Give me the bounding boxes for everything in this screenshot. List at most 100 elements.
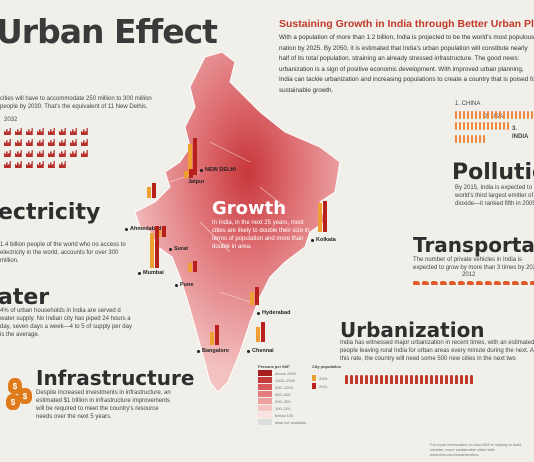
person-icon [425, 375, 428, 384]
car-icon [476, 281, 483, 285]
car-icon [449, 281, 456, 285]
person-icon [370, 375, 373, 384]
smokestack-icon [507, 111, 509, 119]
smokestack-icon [467, 111, 469, 119]
city-pop-legend-title: City population [312, 364, 342, 369]
smokestack-icon [471, 135, 473, 143]
person-icon [350, 375, 353, 384]
factory-icon [4, 139, 11, 146]
person-icon [465, 375, 468, 384]
density-swatch [258, 419, 272, 425]
smokestack-icon [467, 122, 469, 130]
smokestack-icon [479, 111, 481, 119]
density-legend-row: 300–500 [258, 391, 328, 397]
density-legend-row: above 2000 [258, 370, 328, 376]
factory-icon [26, 128, 33, 135]
factory-icon [48, 161, 55, 168]
smokestack-icon [483, 135, 485, 143]
person-icon [440, 375, 443, 384]
cities-text: cities will have to accommodate 250 mill… [0, 96, 152, 110]
factory-icon [59, 139, 66, 146]
factory-icon [59, 150, 66, 157]
density-swatch [258, 412, 272, 418]
factory-icon [37, 150, 44, 157]
person-icon [395, 375, 398, 384]
factory-icon [48, 128, 55, 135]
smokestack-icon [459, 111, 461, 119]
car-icon [467, 281, 474, 285]
person-icon [345, 375, 348, 384]
density-range-label: 100–200 [275, 405, 291, 411]
person-icon [380, 375, 383, 384]
car-icon [530, 281, 534, 285]
factory-icon [4, 150, 11, 157]
person-icon [375, 375, 378, 384]
density-range-label: 500–1000 [275, 384, 293, 390]
smokestack-icon [459, 135, 461, 143]
rank-usa: 2. USA [484, 114, 504, 120]
emissions-india-icons [455, 135, 485, 143]
smokestack-icon [475, 111, 477, 119]
smokestack-icon [503, 111, 505, 119]
factory-icon [37, 139, 44, 146]
factory-icon [70, 128, 77, 135]
india-map-shape [134, 52, 340, 393]
money-bag-icon: $ [6, 394, 20, 410]
density-swatch [258, 398, 272, 404]
smokestack-icon [455, 135, 457, 143]
factory-icon [4, 128, 11, 135]
density-swatch [258, 384, 272, 390]
smokestack-icon [463, 111, 465, 119]
transportation-year: 2012 [462, 272, 476, 278]
smokestack-icon [491, 111, 493, 119]
density-legend: Persons per KM² above 2000 1000–2000 500–1… [258, 364, 328, 425]
page-title: Urban Effect [0, 12, 218, 51]
car-icon-row [413, 281, 534, 285]
person-icon [430, 375, 433, 384]
rank-india: 3. INDIA [512, 126, 529, 140]
legend-2011-swatch [312, 383, 316, 389]
person-icon [435, 375, 438, 384]
density-legend-row: 1000–2000 [258, 377, 328, 383]
person-icon [415, 375, 418, 384]
person-icon [420, 375, 423, 384]
car-icon [431, 281, 438, 285]
emissions-usa-icons [455, 122, 509, 130]
growth-title: Growth [212, 198, 287, 219]
factory-icon [37, 161, 44, 168]
smokestack-icon [487, 122, 489, 130]
factory-icon [81, 128, 88, 135]
smokestack-icon [495, 111, 497, 119]
smokestack-icon [479, 122, 481, 130]
smokestack-icon [487, 111, 489, 119]
person-icon [385, 375, 388, 384]
person-icon [390, 375, 393, 384]
water-text: 4% of urban households in India are serv… [0, 308, 132, 338]
density-range-label: above 2000 [275, 370, 296, 376]
smokestack-icon [523, 111, 525, 119]
factory-icon [26, 139, 33, 146]
smokestack-icon [499, 122, 501, 130]
density-range-label: data not available [275, 419, 307, 425]
car-icon [503, 281, 510, 285]
pollution-text: By 2015, India is expected to be world's… [455, 185, 534, 207]
urbanization-title: Urbanization [340, 318, 485, 342]
person-icon [450, 375, 453, 384]
factory-icon-grid [4, 128, 99, 168]
density-swatch [258, 405, 272, 411]
smokestack-icon [527, 111, 529, 119]
density-legend-row: 500–1000 [258, 384, 328, 390]
smokestack-icon [471, 122, 473, 130]
density-range-label: 300–500 [275, 391, 291, 397]
intro-text: With a population of more than 1.2 billi… [279, 34, 534, 94]
smokestack-icon [503, 122, 505, 130]
density-legend-row: below 100 [258, 412, 328, 418]
money-bag-icon: $ [18, 388, 32, 404]
factory-icon [26, 161, 33, 168]
smokestack-icon [475, 135, 477, 143]
smokestack-icon [463, 135, 465, 143]
factory-icon [15, 139, 22, 146]
urbanization-text: India has witnessed major urbanization i… [340, 340, 534, 362]
density-swatch [258, 370, 272, 376]
smokestack-icon [515, 111, 517, 119]
